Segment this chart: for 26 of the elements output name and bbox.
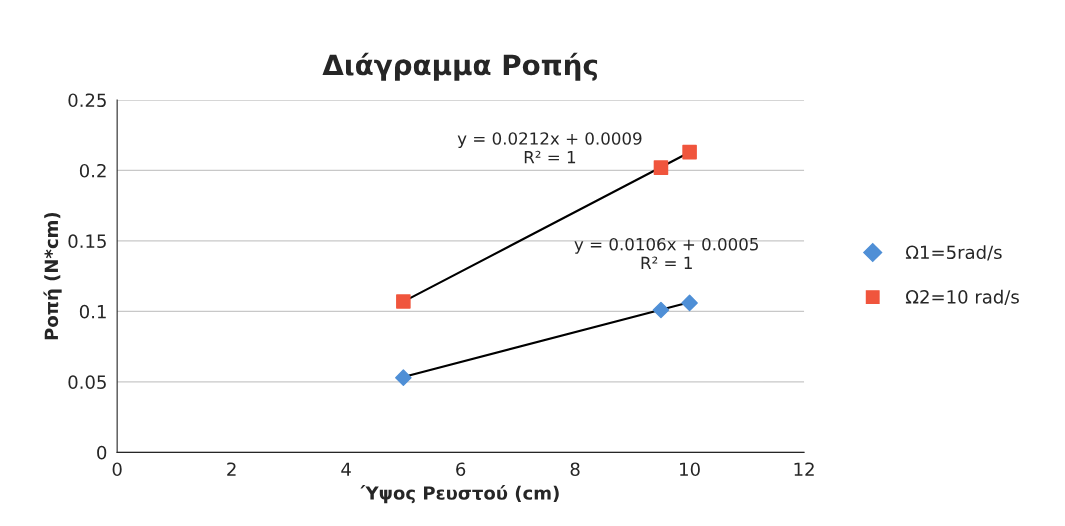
chart-title: Διάγραμμα Ροπής xyxy=(322,52,598,81)
point xyxy=(653,160,669,175)
point xyxy=(652,301,670,319)
x-tick-label: 0 xyxy=(112,462,122,477)
x-axis-title: Ύψος Ρευστού (cm) xyxy=(360,485,559,504)
y-tick-label: 0.2 xyxy=(79,163,106,178)
y-axis-title: Ροπή (N*cm) xyxy=(43,212,62,340)
x-tick-label: 8 xyxy=(570,462,580,477)
y-tick-label: 0.25 xyxy=(68,93,106,108)
point xyxy=(682,144,697,160)
point xyxy=(681,294,698,312)
x-tick-label: 12 xyxy=(794,462,814,476)
y-tick-label: 0.05 xyxy=(68,375,106,389)
x-tick-label: 4 xyxy=(341,462,351,476)
x-tick-label: 6 xyxy=(456,462,466,477)
point xyxy=(396,294,411,309)
point xyxy=(395,369,412,386)
y-tick-label: 0.1 xyxy=(79,304,106,319)
y-tick-label: 0 xyxy=(97,445,107,460)
x-tick-label: 2 xyxy=(227,462,236,476)
annotation: y = 0.0106x + 0.0005 R² = 1 xyxy=(574,237,758,269)
legend-label: Ω1=5rad/s xyxy=(905,245,1002,261)
x-tick-label: 10 xyxy=(680,462,700,477)
y-tick-label: 0.15 xyxy=(68,234,106,249)
legend-label: Ω2=10 rad/s xyxy=(905,289,1019,306)
annotation: y = 0.0212x + 0.0009 R² = 1 xyxy=(457,132,642,164)
